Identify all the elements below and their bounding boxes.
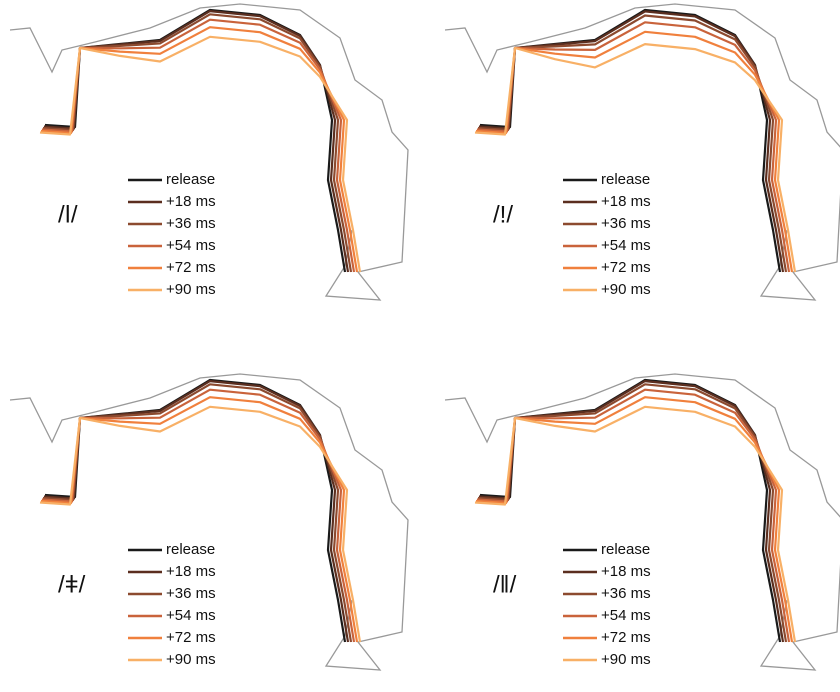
legend-label: +90 ms bbox=[601, 651, 651, 668]
legend-label: +72 ms bbox=[166, 259, 216, 276]
legend-label: +90 ms bbox=[166, 651, 216, 668]
legend-label: release bbox=[166, 541, 215, 558]
legend-label: +90 ms bbox=[166, 281, 216, 298]
legend-label: +72 ms bbox=[601, 259, 651, 276]
legend-label: +54 ms bbox=[166, 237, 216, 254]
legend-label: +18 ms bbox=[166, 193, 216, 210]
legend-label: +90 ms bbox=[601, 281, 651, 298]
legend-label: +72 ms bbox=[601, 629, 651, 646]
legend-label: +54 ms bbox=[601, 607, 651, 624]
tongue-contour bbox=[41, 27, 357, 272]
legend-label: release bbox=[601, 541, 650, 558]
panel: release +18 ms +36 ms +54 ms +72 ms +90 ms/ǁ/ bbox=[445, 374, 840, 670]
legend-label: +72 ms bbox=[166, 629, 216, 646]
panel-label: /ǁ/ bbox=[493, 571, 517, 598]
tongue-contour bbox=[478, 16, 786, 273]
panel-label: /ǂ/ bbox=[58, 571, 86, 598]
panel: release +18 ms +36 ms +54 ms +72 ms +90 ms /!/ bbox=[445, 4, 840, 300]
legend-label: release bbox=[166, 171, 215, 188]
panel: release +18 ms +36 ms +54 ms +72 ms +90 ms/ǂ/ bbox=[10, 374, 408, 670]
panel: release +18 ms +36 ms +54 ms +72 ms +90 ms/ǀ/ bbox=[10, 4, 408, 300]
legend-label: +36 ms bbox=[601, 215, 651, 232]
legend-label: +54 ms bbox=[601, 237, 651, 254]
tongue-contour bbox=[476, 397, 792, 642]
legend-label: +36 ms bbox=[166, 215, 216, 232]
panel-label: /!/ bbox=[493, 201, 513, 228]
legend-label: +36 ms bbox=[601, 585, 651, 602]
legend-label: +18 ms bbox=[601, 563, 651, 580]
legend-label: +18 ms bbox=[601, 193, 651, 210]
tongue-contour bbox=[41, 397, 357, 642]
legend-label: +36 ms bbox=[166, 585, 216, 602]
panel-label: /ǀ/ bbox=[58, 201, 78, 228]
figure: release +18 ms +36 ms +54 ms +72 ms +90 ms/ǀ/… bbox=[0, 0, 840, 692]
legend-label: +54 ms bbox=[166, 607, 216, 624]
tongue-contour bbox=[476, 32, 792, 272]
legend-label: +18 ms bbox=[166, 563, 216, 580]
legend-label: release bbox=[601, 171, 650, 188]
